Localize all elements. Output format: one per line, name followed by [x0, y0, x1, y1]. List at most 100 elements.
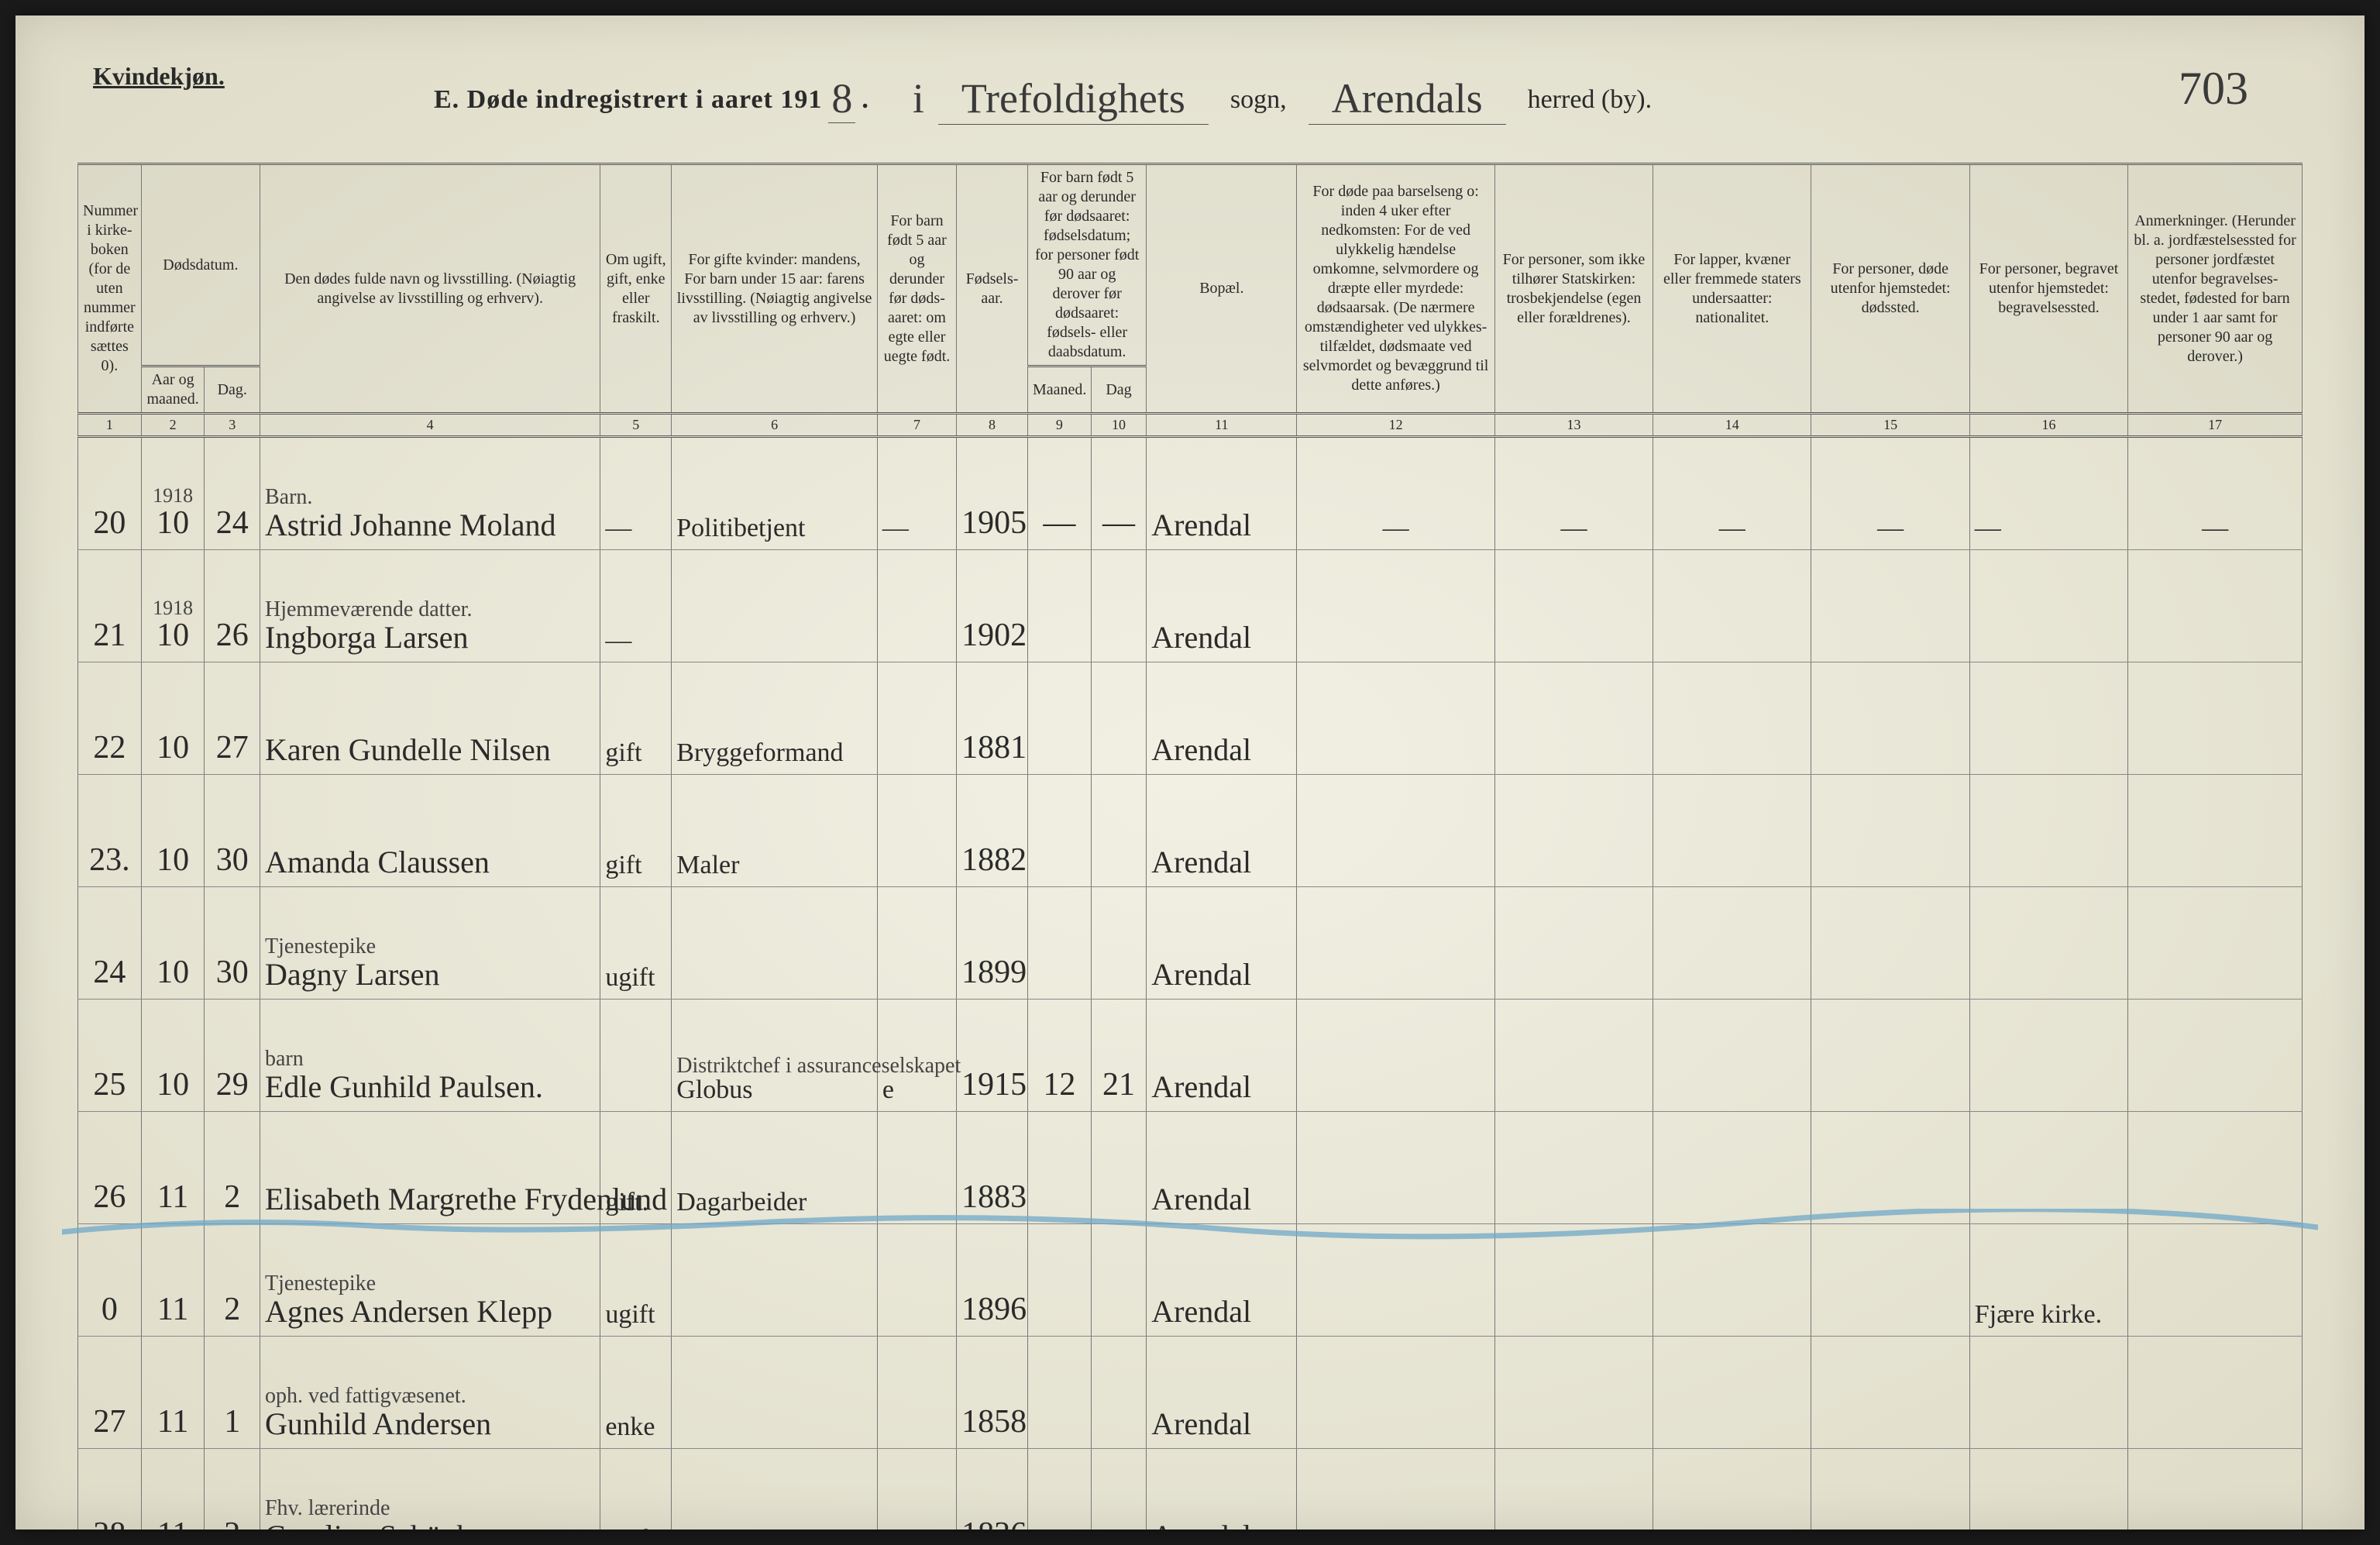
- cell-status: ugift: [600, 1223, 672, 1336]
- cell-legitimacy: —: [877, 436, 956, 549]
- cell-birth-year: 1836: [957, 1448, 1028, 1530]
- cell-status: [600, 999, 672, 1111]
- cell-13: [1494, 1111, 1653, 1223]
- cell-residence: Arendal: [1147, 886, 1297, 999]
- cell-17: [2128, 1111, 2303, 1223]
- colnum: 4: [260, 414, 600, 437]
- cell-name: oph. ved fattigvæsenet.Gunhild Andersen: [260, 1336, 600, 1448]
- colnum: 8: [957, 414, 1028, 437]
- cell-year-month: 10: [141, 774, 205, 886]
- table-row: 241030TjenestepikeDagny Larsenugift1899A…: [78, 886, 2303, 999]
- year-digit: 8: [828, 74, 855, 123]
- colnum: 9: [1028, 414, 1092, 437]
- cell-14: [1653, 549, 1811, 662]
- colnum: 13: [1494, 414, 1653, 437]
- col-header-17: Anmerkninger. (Herunder bl. a. jordfæste…: [2128, 164, 2303, 414]
- cell-16: [1969, 549, 2127, 662]
- cell-12: [1297, 774, 1494, 886]
- herred-word: herred (by).: [1512, 85, 1652, 115]
- cell-occupation: Distriktchef i assuranceselskapetGlobus: [672, 999, 878, 1111]
- cell-birth-day: [1091, 886, 1147, 999]
- col-header-9g: For barn født 5 aar og derunder før døds…: [1028, 164, 1147, 366]
- cell-number: 22: [78, 662, 142, 774]
- col-header-13: For personer, som ikke tilhører Statskir…: [1494, 164, 1653, 414]
- cell-13: [1494, 999, 1653, 1111]
- table-row: 251029barnEdle Gunhild Paulsen.Distriktc…: [78, 999, 2303, 1111]
- table-row: 2119181026Hjemmeværende datter.Ingborga …: [78, 549, 2303, 662]
- cell-birth-month: 12: [1028, 999, 1092, 1111]
- cell-day: 2: [205, 1223, 260, 1336]
- cell-15: [1811, 1223, 1969, 1336]
- cell-occupation: Dagarbeider: [672, 1111, 878, 1223]
- cell-residence: Arendal: [1147, 549, 1297, 662]
- cell-15: —: [1811, 436, 1969, 549]
- cell-residence: Arendal: [1147, 1336, 1297, 1448]
- colnum: 7: [877, 414, 956, 437]
- cell-day: 2: [205, 1111, 260, 1223]
- cell-13: [1494, 1223, 1653, 1336]
- cell-birth-year: 1881: [957, 662, 1028, 774]
- cell-13: [1494, 662, 1653, 774]
- cell-status: gift: [600, 662, 672, 774]
- cell-residence: Arendal: [1147, 1111, 1297, 1223]
- col-header-6: For gifte kvinder: mandens, For barn und…: [672, 164, 878, 414]
- cell-year-month: 11: [141, 1111, 205, 1223]
- cell-birth-year: 1896: [957, 1223, 1028, 1336]
- cell-16: [1969, 1448, 2127, 1530]
- cell-12: [1297, 1223, 1494, 1336]
- cell-17: [2128, 662, 2303, 774]
- cell-status: gift: [600, 774, 672, 886]
- column-number-row: 1 2 3 4 5 6 7 8 9 10 11 12 13 14 15 16 1…: [78, 414, 2303, 437]
- cell-year-month: 10: [141, 662, 205, 774]
- cell-day: 30: [205, 886, 260, 999]
- cell-day: 27: [205, 662, 260, 774]
- cell-17: —: [2128, 436, 2303, 549]
- cell-occupation: Maler: [672, 774, 878, 886]
- cell-year-month: 191810: [141, 549, 205, 662]
- colnum: 16: [1969, 414, 2127, 437]
- cell-birth-year: 1882: [957, 774, 1028, 886]
- cell-residence: Arendal: [1147, 1448, 1297, 1530]
- col-subheader-2: Aar og maaned.: [141, 366, 205, 414]
- col-header-15: For personer, døde utenfor hjemstedet: d…: [1811, 164, 1969, 414]
- table-row: 28112Fhv. lærerindeCaroline Schönbergugi…: [78, 1448, 2303, 1530]
- cell-15: [1811, 1111, 1969, 1223]
- cell-birth-day: [1091, 1448, 1147, 1530]
- cell-birth-day: [1091, 662, 1147, 774]
- sogn-word: sogn,: [1215, 85, 1302, 115]
- col-header-8: Fødsels-aar.: [957, 164, 1028, 414]
- cell-birth-day: [1091, 549, 1147, 662]
- colnum: 1: [78, 414, 142, 437]
- table-row: 23.1030Amanda ClaussengiftMaler1882Arend…: [78, 774, 2303, 886]
- cell-12: [1297, 1336, 1494, 1448]
- cell-status: —: [600, 549, 672, 662]
- col-header-1: Nummer i kirke-boken (for de uten nummer…: [78, 164, 142, 414]
- cell-residence: Arendal: [1147, 999, 1297, 1111]
- cell-17: [2128, 1448, 2303, 1530]
- col-header-5: Om ugift, gift, enke eller fraskilt.: [600, 164, 672, 414]
- cell-15: [1811, 886, 1969, 999]
- cell-birth-year: 1858: [957, 1336, 1028, 1448]
- cell-12: [1297, 886, 1494, 999]
- cell-occupation: [672, 1223, 878, 1336]
- cell-birth-month: [1028, 1111, 1092, 1223]
- table-body: 2019181024Barn.Astrid Johanne Moland—Pol…: [78, 436, 2303, 1530]
- cell-13: [1494, 1448, 1653, 1530]
- col-subheader-9: Maaned.: [1028, 366, 1092, 414]
- cell-14: [1653, 662, 1811, 774]
- table-row: 0112TjenestepikeAgnes Andersen Kleppugif…: [78, 1223, 2303, 1336]
- colnum: 5: [600, 414, 672, 437]
- colnum: 2: [141, 414, 205, 437]
- cell-legitimacy: [877, 662, 956, 774]
- table-row: 2019181024Barn.Astrid Johanne Moland—Pol…: [78, 436, 2303, 549]
- cell-occupation: [672, 1336, 878, 1448]
- cell-number: 0: [78, 1223, 142, 1336]
- cell-13: [1494, 549, 1653, 662]
- cell-15: [1811, 662, 1969, 774]
- title-prefix: E. Døde indregistrert i aaret 191: [434, 85, 822, 115]
- cell-15: [1811, 1336, 1969, 1448]
- cell-birth-month: [1028, 662, 1092, 774]
- cell-residence: Arendal: [1147, 774, 1297, 886]
- cell-15: [1811, 999, 1969, 1111]
- col-subheader-3: Dag.: [205, 366, 260, 414]
